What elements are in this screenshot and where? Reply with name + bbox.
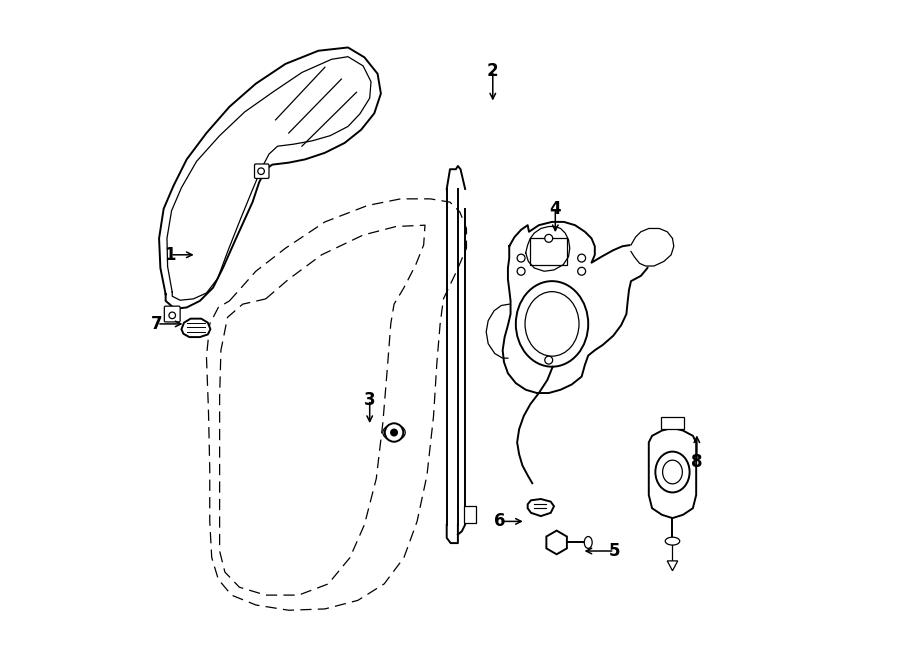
Polygon shape xyxy=(649,428,697,518)
Circle shape xyxy=(385,423,403,442)
Circle shape xyxy=(578,254,586,262)
Circle shape xyxy=(518,254,525,262)
Polygon shape xyxy=(527,499,554,516)
Circle shape xyxy=(518,267,525,275)
Ellipse shape xyxy=(516,281,589,367)
Polygon shape xyxy=(182,319,211,337)
Polygon shape xyxy=(631,229,674,266)
Circle shape xyxy=(391,429,397,436)
Circle shape xyxy=(578,267,586,275)
Circle shape xyxy=(544,235,553,243)
FancyBboxPatch shape xyxy=(165,306,180,322)
Ellipse shape xyxy=(665,537,680,545)
Polygon shape xyxy=(526,227,570,271)
Circle shape xyxy=(257,168,265,175)
FancyBboxPatch shape xyxy=(464,506,476,523)
Ellipse shape xyxy=(584,537,592,549)
Bar xyxy=(661,417,684,429)
Circle shape xyxy=(544,356,553,364)
Ellipse shape xyxy=(382,424,405,440)
Bar xyxy=(530,239,566,264)
Polygon shape xyxy=(546,531,567,555)
Text: 7: 7 xyxy=(151,315,163,333)
Text: 5: 5 xyxy=(608,542,620,560)
Circle shape xyxy=(169,312,176,319)
Polygon shape xyxy=(667,561,678,570)
Text: 3: 3 xyxy=(364,391,375,408)
Text: 4: 4 xyxy=(550,200,561,217)
Polygon shape xyxy=(503,222,649,393)
FancyBboxPatch shape xyxy=(255,164,269,178)
Polygon shape xyxy=(159,48,381,309)
Text: 1: 1 xyxy=(165,246,176,264)
Text: 8: 8 xyxy=(691,453,703,471)
Text: 2: 2 xyxy=(487,61,499,79)
Text: 6: 6 xyxy=(493,512,505,530)
